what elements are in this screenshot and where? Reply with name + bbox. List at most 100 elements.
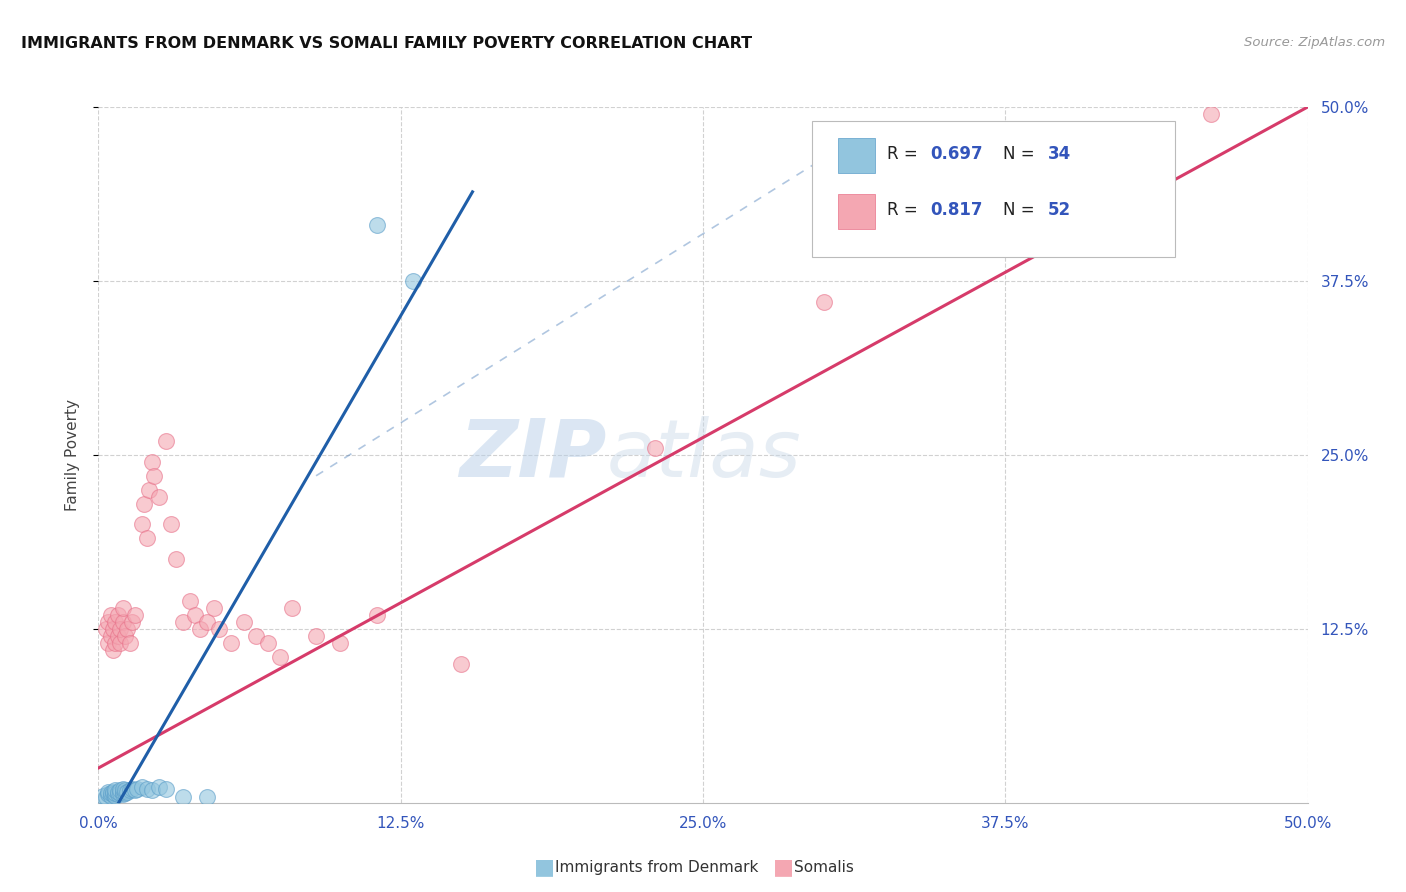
Point bbox=[165, 552, 187, 566]
Point bbox=[329, 636, 352, 650]
Point bbox=[118, 783, 141, 797]
Point bbox=[131, 517, 153, 532]
Point bbox=[108, 786, 131, 800]
Text: N =: N = bbox=[1002, 145, 1040, 163]
Point bbox=[117, 622, 139, 636]
Bar bbox=[838, 138, 875, 173]
Point bbox=[148, 780, 170, 795]
Point bbox=[143, 468, 166, 483]
Point bbox=[188, 622, 211, 636]
Point bbox=[134, 497, 156, 511]
Point bbox=[155, 434, 177, 448]
Point bbox=[281, 601, 304, 615]
Point bbox=[121, 781, 143, 796]
Point bbox=[195, 790, 218, 805]
Point bbox=[221, 636, 243, 650]
Point bbox=[135, 532, 157, 546]
Point bbox=[124, 607, 146, 622]
Text: N =: N = bbox=[1002, 201, 1040, 219]
Point bbox=[100, 629, 122, 643]
Point bbox=[256, 636, 278, 650]
Y-axis label: Family Poverty: Family Poverty bbox=[65, 399, 80, 511]
Point bbox=[104, 636, 127, 650]
Point bbox=[108, 783, 131, 797]
Bar bbox=[838, 194, 875, 229]
Point bbox=[644, 441, 666, 455]
Text: IMMIGRANTS FROM DENMARK VS SOMALI FAMILY POVERTY CORRELATION CHART: IMMIGRANTS FROM DENMARK VS SOMALI FAMILY… bbox=[21, 36, 752, 51]
Point bbox=[402, 274, 425, 288]
Point bbox=[104, 783, 127, 797]
Point bbox=[138, 483, 160, 497]
Point bbox=[111, 785, 134, 799]
Point bbox=[97, 636, 120, 650]
Point bbox=[118, 636, 141, 650]
Text: 0.697: 0.697 bbox=[931, 145, 983, 163]
Point bbox=[111, 601, 134, 615]
Point bbox=[245, 629, 267, 643]
Point bbox=[100, 607, 122, 622]
Point bbox=[208, 622, 231, 636]
Point bbox=[172, 615, 194, 629]
Point bbox=[366, 219, 388, 233]
Text: R =: R = bbox=[887, 145, 922, 163]
Point bbox=[1128, 177, 1150, 191]
Point bbox=[108, 622, 131, 636]
Point bbox=[813, 294, 835, 309]
Point bbox=[114, 786, 136, 800]
Point bbox=[107, 785, 129, 799]
Point bbox=[172, 790, 194, 805]
Text: ■: ■ bbox=[534, 857, 555, 877]
Point bbox=[94, 622, 117, 636]
Text: 34: 34 bbox=[1047, 145, 1071, 163]
Point bbox=[195, 615, 218, 629]
Point bbox=[104, 786, 127, 800]
Point bbox=[104, 615, 127, 629]
Text: ■: ■ bbox=[773, 857, 794, 877]
Point bbox=[141, 783, 163, 797]
Point bbox=[114, 629, 136, 643]
Point bbox=[135, 781, 157, 796]
Point bbox=[107, 788, 129, 802]
Point bbox=[131, 780, 153, 795]
Point bbox=[104, 789, 127, 803]
Text: atlas: atlas bbox=[606, 416, 801, 494]
FancyBboxPatch shape bbox=[811, 121, 1174, 257]
Point bbox=[232, 615, 254, 629]
Point bbox=[148, 490, 170, 504]
Point bbox=[108, 636, 131, 650]
Point bbox=[97, 788, 120, 802]
Text: ZIP: ZIP bbox=[458, 416, 606, 494]
Point bbox=[305, 629, 328, 643]
Point bbox=[107, 607, 129, 622]
Point bbox=[101, 622, 124, 636]
Point bbox=[141, 455, 163, 469]
Point bbox=[101, 785, 124, 799]
Point bbox=[127, 781, 149, 796]
Text: Somalis: Somalis bbox=[794, 860, 855, 874]
Text: Immigrants from Denmark: Immigrants from Denmark bbox=[555, 860, 759, 874]
Point bbox=[114, 783, 136, 797]
Point bbox=[101, 642, 124, 657]
Point bbox=[111, 781, 134, 796]
Point bbox=[121, 615, 143, 629]
Point bbox=[97, 785, 120, 799]
Point bbox=[91, 789, 114, 803]
Text: 52: 52 bbox=[1047, 201, 1071, 219]
Point bbox=[1199, 107, 1222, 121]
Point bbox=[366, 607, 388, 622]
Point bbox=[107, 629, 129, 643]
Point bbox=[101, 788, 124, 802]
Point bbox=[450, 657, 472, 671]
Point bbox=[100, 786, 122, 800]
Text: R =: R = bbox=[887, 201, 922, 219]
Point bbox=[111, 788, 134, 802]
Point bbox=[100, 789, 122, 803]
Point bbox=[124, 783, 146, 797]
Point bbox=[111, 615, 134, 629]
Point bbox=[179, 594, 201, 608]
Point bbox=[155, 781, 177, 796]
Point bbox=[269, 649, 291, 664]
Point bbox=[184, 607, 207, 622]
Point bbox=[934, 232, 956, 246]
Point bbox=[160, 517, 183, 532]
